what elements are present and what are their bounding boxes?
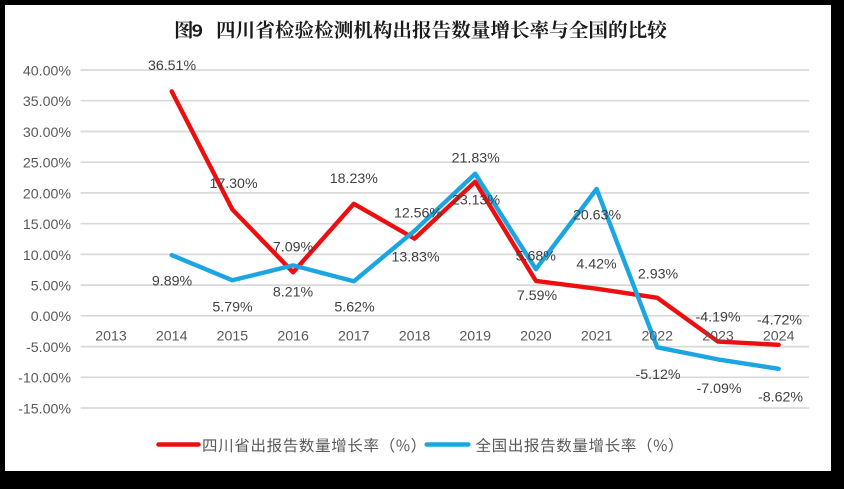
svg-text:36.51%: 36.51% <box>148 58 197 74</box>
svg-text:-8.62%: -8.62% <box>758 390 803 406</box>
svg-text:2013: 2013 <box>95 329 127 345</box>
svg-text:2023: 2023 <box>702 329 734 345</box>
svg-text:-15.00%: -15.00% <box>18 401 71 417</box>
svg-text:2021: 2021 <box>581 329 613 345</box>
svg-text:-10.00%: -10.00% <box>18 371 71 387</box>
svg-text:30.00%: 30.00% <box>23 125 72 141</box>
svg-text:8.21%: 8.21% <box>273 285 314 301</box>
svg-text:40.00%: 40.00% <box>23 63 72 79</box>
svg-text:4.42%: 4.42% <box>576 257 617 273</box>
svg-text:2018: 2018 <box>399 329 431 345</box>
svg-text:2.93%: 2.93% <box>638 267 679 283</box>
svg-text:23.13%: 23.13% <box>452 193 501 209</box>
svg-text:12.56%: 12.56% <box>394 206 443 222</box>
svg-text:5.62%: 5.62% <box>334 300 375 316</box>
svg-text:2014: 2014 <box>156 329 188 345</box>
svg-text:-4.72%: -4.72% <box>757 313 802 329</box>
svg-text:7.09%: 7.09% <box>273 240 314 256</box>
svg-text:2020: 2020 <box>520 329 552 345</box>
svg-text:21.83%: 21.83% <box>452 151 501 167</box>
svg-text:20.63%: 20.63% <box>573 208 622 224</box>
svg-text:17.30%: 17.30% <box>209 176 258 192</box>
svg-text:20.00%: 20.00% <box>23 186 72 202</box>
svg-text:7.59%: 7.59% <box>517 288 558 304</box>
svg-text:10.00%: 10.00% <box>23 248 72 264</box>
svg-text:0.00%: 0.00% <box>31 309 72 325</box>
svg-text:13.83%: 13.83% <box>391 250 440 266</box>
svg-text:25.00%: 25.00% <box>23 156 72 172</box>
svg-text:2016: 2016 <box>277 329 309 345</box>
svg-text:2015: 2015 <box>217 329 249 345</box>
svg-text:2024: 2024 <box>763 329 795 345</box>
svg-text:-5.00%: -5.00% <box>26 340 71 356</box>
svg-text:-5.12%: -5.12% <box>636 367 681 383</box>
svg-text:15.00%: 15.00% <box>23 217 72 233</box>
svg-text:5.68%: 5.68% <box>516 249 557 265</box>
svg-text:-4.19%: -4.19% <box>696 310 741 326</box>
svg-text:9.89%: 9.89% <box>152 274 193 290</box>
svg-text:35.00%: 35.00% <box>23 94 72 110</box>
svg-text:5.79%: 5.79% <box>212 300 253 316</box>
svg-text:2017: 2017 <box>338 329 370 345</box>
svg-text:2022: 2022 <box>642 329 674 345</box>
svg-text:-7.09%: -7.09% <box>697 381 742 397</box>
svg-text:2019: 2019 <box>459 329 491 345</box>
svg-text:18.23%: 18.23% <box>330 171 379 187</box>
svg-text:5.00%: 5.00% <box>31 279 72 295</box>
